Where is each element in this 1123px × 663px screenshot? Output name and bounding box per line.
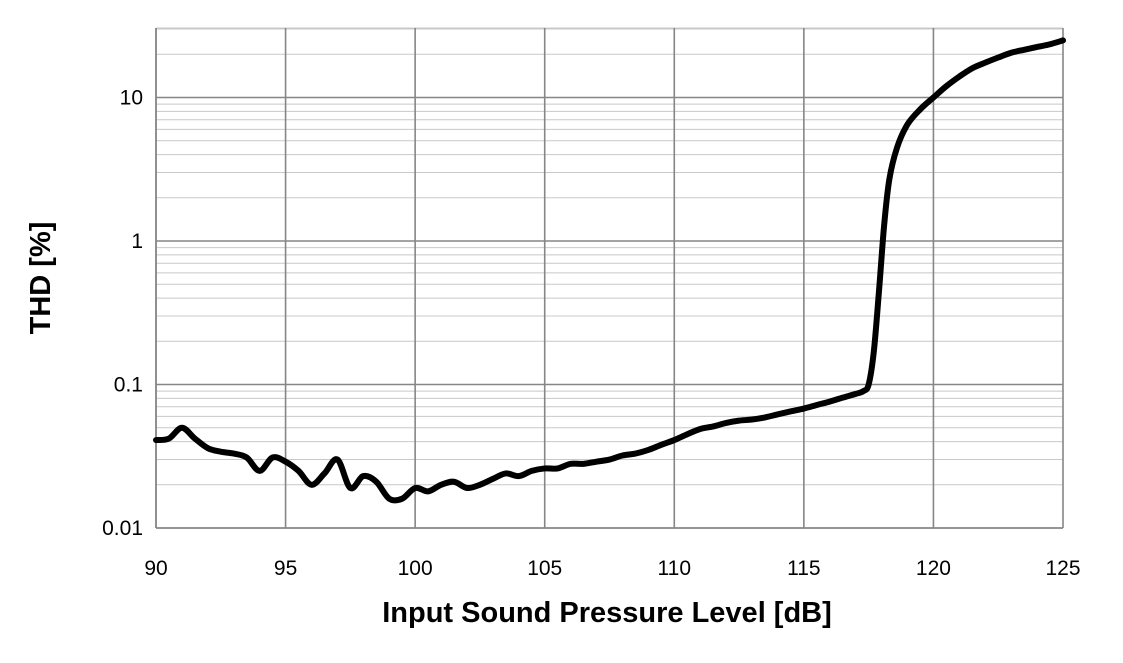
y-axis-title: THD [%]	[25, 222, 57, 335]
x-tick-label: 100	[398, 557, 433, 580]
series-layer	[153, 37, 1066, 504]
thd-series-line	[153, 37, 1066, 504]
major-gridlines	[155, 28, 1064, 529]
minor-gridlines	[156, 27, 1063, 486]
x-tick-labels: 90 95 100 105 110 115 120 125	[144, 557, 1080, 580]
x-tick-label: 105	[527, 557, 562, 580]
x-tick-label: 110	[658, 557, 691, 580]
x-tick-label: 90	[144, 557, 167, 580]
x-tick-label: 125	[1045, 557, 1080, 580]
y-tick-labels: 0.01 0.1 1 10	[102, 87, 143, 541]
x-tick-label: 115	[787, 557, 820, 580]
y-tick-label: 1	[131, 230, 143, 253]
x-axis-title: Input Sound Pressure Level [dB]	[382, 597, 832, 629]
y-tick-label: 0.01	[102, 517, 143, 540]
y-tick-label: 0.1	[114, 374, 143, 397]
x-tick-label: 95	[274, 557, 297, 580]
x-tick-label: 120	[916, 557, 951, 580]
y-tick-label: 10	[120, 87, 143, 110]
